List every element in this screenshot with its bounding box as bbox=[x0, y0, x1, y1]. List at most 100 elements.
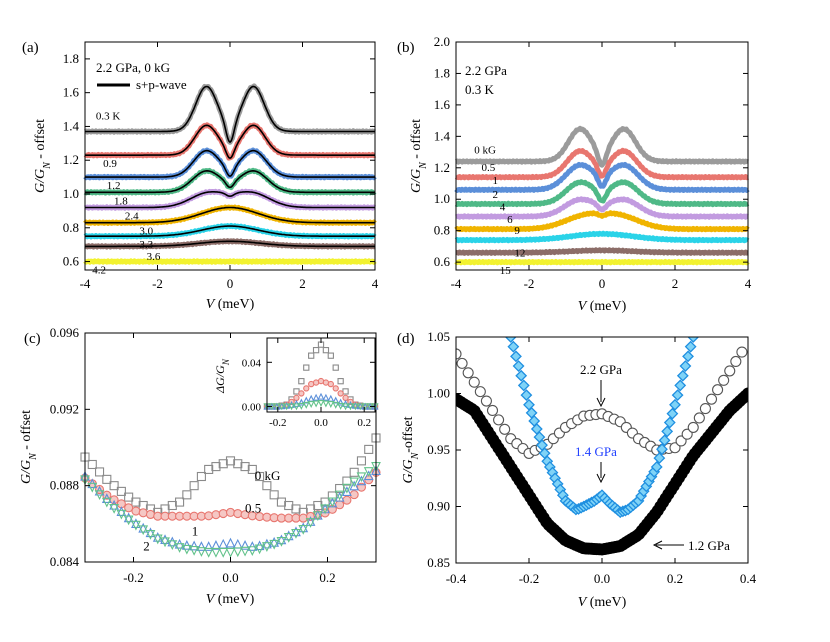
annotation-1-4gpa: 1.4 GPa bbox=[575, 444, 617, 459]
series-label: 1 bbox=[493, 175, 499, 187]
panel-c: (c) 0.084 0.088 0.092 0.096 -0.2 0.0 0.2 0 kG… bbox=[19, 325, 381, 607]
series-label: 9 bbox=[514, 225, 520, 237]
ytick-label: 2.0 bbox=[434, 34, 450, 49]
data-point bbox=[255, 471, 265, 482]
data-point bbox=[124, 492, 134, 502]
data-point bbox=[109, 481, 119, 491]
data-point bbox=[211, 539, 221, 550]
data-point bbox=[356, 472, 367, 483]
data-point bbox=[312, 511, 323, 522]
data-point bbox=[204, 464, 214, 474]
data-point bbox=[189, 540, 200, 551]
data-point bbox=[462, 367, 474, 379]
data-point bbox=[145, 509, 156, 520]
data-point bbox=[131, 506, 141, 516]
data-point bbox=[288, 403, 296, 411]
data-point bbox=[87, 482, 98, 493]
series-label: 0.5 bbox=[245, 500, 261, 515]
data-point bbox=[663, 416, 676, 429]
series-label: 2.4 bbox=[125, 211, 139, 223]
xtick-label: -2 bbox=[524, 276, 535, 291]
data-point bbox=[225, 456, 236, 466]
ytick-label: 1.0 bbox=[63, 186, 79, 201]
ytick-label: 1.05 bbox=[427, 329, 450, 344]
data-point bbox=[456, 357, 468, 369]
data-point bbox=[240, 539, 250, 550]
panel-a-yticks: 0.6 0.8 1.0 1.2 1.4 1.6 1.8 bbox=[63, 51, 375, 269]
data-point bbox=[298, 525, 309, 535]
data-point bbox=[160, 537, 170, 548]
data-point bbox=[312, 346, 320, 354]
data-point bbox=[671, 389, 684, 402]
data-point bbox=[138, 508, 148, 518]
panel-d-plot bbox=[456, 337, 748, 556]
data-point bbox=[676, 369, 689, 382]
data-point bbox=[116, 509, 127, 520]
data-point bbox=[349, 467, 359, 477]
panel-c-xlabel: V (meV) bbox=[206, 592, 255, 607]
data-point bbox=[123, 512, 134, 523]
data-point bbox=[152, 534, 163, 545]
inset-yticks: 0.00 0.04 bbox=[242, 357, 375, 413]
data-point bbox=[131, 518, 141, 529]
data-point bbox=[116, 486, 126, 496]
series-line bbox=[454, 247, 750, 256]
data-point bbox=[261, 542, 272, 552]
ytick-label: 0.95 bbox=[427, 442, 450, 457]
data-point bbox=[504, 337, 517, 343]
xtick-label: -0.4 bbox=[446, 571, 467, 586]
xtick-label: -0.2 bbox=[269, 417, 286, 429]
ytick-label: 0.096 bbox=[50, 325, 80, 340]
data-point bbox=[303, 364, 310, 371]
data-point bbox=[225, 547, 236, 558]
data-point bbox=[298, 390, 305, 397]
ytick-label: 1.2 bbox=[63, 152, 79, 167]
data-point bbox=[203, 541, 214, 551]
data-point bbox=[308, 352, 315, 359]
data-point bbox=[211, 547, 221, 558]
panel-c-inset: 0.00 0.04 -0.2 0.0 0.2 ΔG/GN bbox=[213, 337, 379, 429]
data-point bbox=[346, 400, 354, 408]
data-point bbox=[712, 384, 724, 396]
panel-b-ylabel: G/GN - offset bbox=[409, 119, 429, 193]
data-point bbox=[211, 462, 221, 472]
data-point bbox=[317, 392, 325, 400]
data-point bbox=[303, 385, 310, 392]
data-point bbox=[297, 398, 305, 406]
data-point bbox=[705, 393, 718, 405]
data-point bbox=[203, 547, 214, 558]
data-point bbox=[517, 379, 530, 392]
data-point bbox=[138, 522, 149, 533]
xtick-label: 4 bbox=[372, 276, 379, 291]
series-label: 0 kG bbox=[474, 145, 496, 157]
series-label: 1.8 bbox=[114, 195, 128, 207]
data-point bbox=[687, 421, 699, 433]
data-point bbox=[94, 490, 105, 501]
data-point bbox=[293, 394, 300, 401]
data-point bbox=[327, 401, 335, 408]
panel-b-yticks: 0.6 0.8 1.0 1.2 1.4 1.6 1.8 2.0 bbox=[434, 34, 748, 269]
data-point bbox=[291, 526, 301, 537]
panel-d-ylabel: G/GN-offset bbox=[401, 416, 421, 483]
data-point bbox=[297, 402, 305, 410]
data-point bbox=[101, 497, 112, 508]
series-label: 1 bbox=[192, 523, 199, 538]
data-point bbox=[322, 393, 330, 401]
data-point bbox=[486, 404, 499, 417]
data-point bbox=[87, 459, 97, 470]
data-point bbox=[276, 534, 287, 545]
data-point bbox=[102, 474, 112, 484]
series-label: 4.2 bbox=[92, 265, 106, 277]
data-point bbox=[356, 456, 367, 466]
data-point bbox=[493, 414, 505, 426]
data-point bbox=[346, 403, 354, 411]
data-point bbox=[669, 442, 681, 454]
data-point bbox=[507, 340, 520, 353]
data-point bbox=[320, 497, 330, 507]
data-point bbox=[512, 360, 525, 372]
ytick-label: 0.6 bbox=[434, 254, 451, 269]
xtick-label: 2 bbox=[299, 276, 306, 291]
ytick-label: 0.6 bbox=[63, 254, 80, 269]
data-point bbox=[283, 403, 291, 411]
series-line bbox=[454, 196, 750, 220]
